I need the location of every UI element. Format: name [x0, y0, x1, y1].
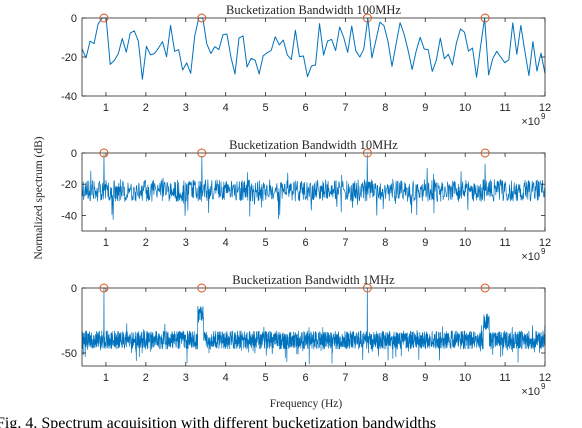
x-tick-label: 12: [539, 372, 551, 384]
x-tick-label: 5: [263, 372, 269, 384]
x-tick-label: 7: [342, 237, 348, 249]
x-exponent-label: ×10: [521, 251, 540, 263]
spectrum-line: [81, 287, 546, 365]
x-tick-label: 11: [499, 237, 510, 249]
x-tick-label: 5: [263, 237, 269, 249]
peak-marker: [362, 283, 372, 293]
x-tick-label: 2: [143, 102, 149, 114]
y-tick-label: -20: [61, 179, 77, 191]
peak-marker: [362, 13, 372, 23]
x-tick-label: 12: [539, 237, 551, 249]
x-tick-label: 8: [382, 102, 388, 114]
chart-title: Bucketization Bandwidth 100MHz: [226, 3, 401, 17]
plot-area: [82, 288, 545, 366]
axes-box: [81, 287, 546, 367]
spectrum-line: [81, 17, 546, 80]
plot-area: [82, 18, 545, 96]
peak-marker: [197, 148, 207, 158]
x-tick-label: 4: [223, 237, 229, 249]
x-tick-label: 9: [422, 237, 428, 249]
figure-caption: Fig. 4. Spectrum acquisition with differ…: [0, 415, 436, 428]
x-axis-label: Frequency (Hz): [270, 398, 343, 410]
peak-marker: [197, 283, 207, 293]
y-tick-label: -40: [61, 91, 77, 103]
y-tick-label: 0: [71, 148, 77, 160]
peak-marker: [99, 283, 109, 293]
x-tick-label: 9: [422, 102, 428, 114]
axes-box: [81, 152, 546, 232]
x-tick-label: 6: [302, 372, 308, 384]
chart-title: Bucketization Bandwidth 1MHz: [232, 273, 395, 287]
y-tick-label: 0: [71, 283, 77, 295]
x-exponent-power: 9: [541, 112, 546, 121]
x-tick-label: 8: [382, 237, 388, 249]
x-exponent-power: 9: [541, 247, 546, 256]
x-exponent-power: 9: [541, 382, 546, 391]
x-tick-label: 11: [499, 372, 510, 384]
x-tick-label: 7: [342, 372, 348, 384]
x-tick-label: 6: [302, 237, 308, 249]
y-tick-label: 0: [71, 13, 77, 25]
spectrum-line: [81, 154, 546, 220]
x-tick-label: 8: [382, 372, 388, 384]
x-tick-label: 3: [183, 372, 189, 384]
x-tick-label: 1: [103, 372, 109, 384]
peak-marker: [480, 283, 490, 293]
x-tick-label: 1: [103, 237, 109, 249]
y-tick-label: -20: [61, 52, 77, 64]
x-tick-label: 4: [223, 102, 229, 114]
x-tick-label: 1: [103, 102, 109, 114]
peak-marker: [99, 148, 109, 158]
x-tick-label: 2: [143, 372, 149, 384]
y-tick-label: -40: [61, 210, 77, 222]
x-tick-label: 3: [183, 102, 189, 114]
peak-marker: [362, 148, 372, 158]
peak-marker: [197, 13, 207, 23]
x-tick-label: 5: [263, 102, 269, 114]
x-tick-label: 10: [459, 372, 471, 384]
x-exponent-label: ×10: [521, 386, 540, 398]
peak-marker: [480, 13, 490, 23]
chart-title: Bucketization Bandwidth 10MHz: [229, 138, 398, 152]
peak-marker: [99, 13, 109, 23]
y-tick-label: -50: [61, 348, 77, 360]
x-tick-label: 2: [143, 237, 149, 249]
x-tick-label: 11: [499, 102, 510, 114]
x-tick-label: 6: [302, 102, 308, 114]
x-tick-label: 10: [459, 237, 471, 249]
peak-marker: [480, 148, 490, 158]
x-tick-label: 10: [459, 102, 471, 114]
x-tick-label: 12: [539, 102, 551, 114]
y-axis-label: Normalized spectrum (dB): [33, 136, 45, 259]
x-tick-label: 4: [223, 372, 229, 384]
x-tick-label: 7: [342, 102, 348, 114]
x-exponent-label: ×10: [521, 116, 540, 128]
x-tick-label: 3: [183, 237, 189, 249]
x-tick-label: 9: [422, 372, 428, 384]
